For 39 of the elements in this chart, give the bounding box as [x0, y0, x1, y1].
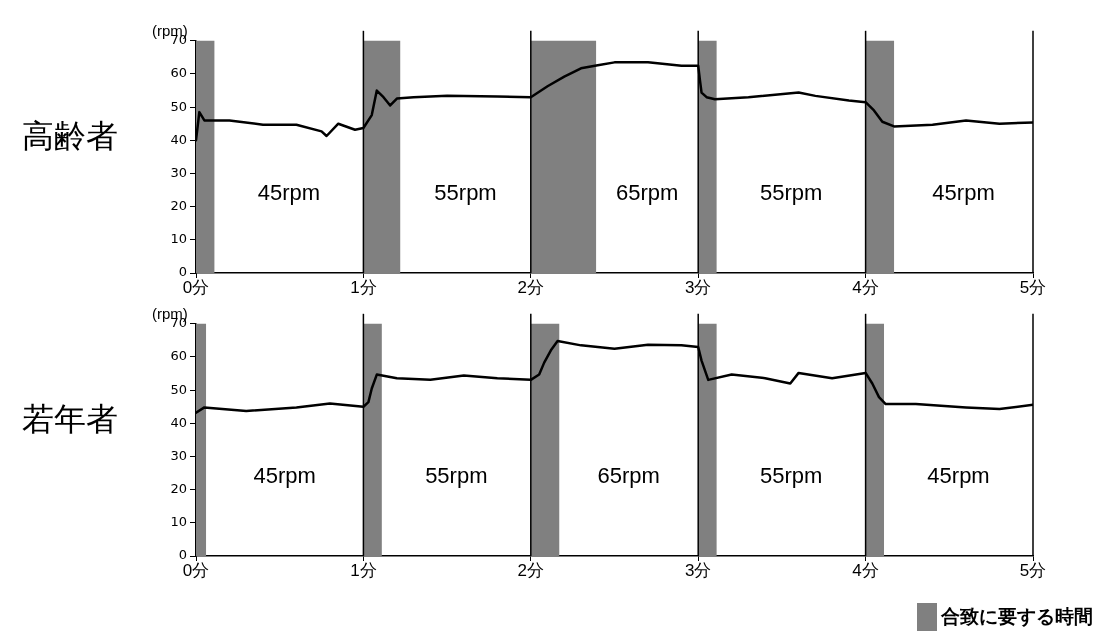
annotation: 55rpm — [759, 463, 823, 489]
y-tick-label: 10 — [170, 514, 187, 530]
y-tick-label: 0 — [178, 547, 187, 563]
x-tick-label: 3分 — [684, 560, 712, 580]
x-tick-label: 2分 — [517, 277, 545, 297]
annotation: 65rpm — [597, 463, 660, 489]
y-tick-label: 20 — [170, 198, 187, 214]
x-tick-label: 0分 — [182, 277, 210, 297]
y-tick-label: 50 — [170, 381, 187, 397]
y-tick-label: 40 — [170, 414, 187, 430]
annotation: 55rpm — [425, 463, 488, 489]
y-tick-label: 30 — [170, 164, 187, 180]
x-tick-label: 1分 — [350, 277, 377, 297]
y-tick-label: 50 — [170, 98, 187, 114]
x-tick-label: 4分 — [852, 560, 879, 580]
y-tick-label: 10 — [170, 231, 187, 247]
y-tick-label: 20 — [170, 481, 187, 497]
annotation: 55rpm — [434, 180, 497, 206]
text: 若年者 — [22, 400, 118, 439]
x-tick-label: 3分 — [684, 277, 712, 297]
text: 高齢者 — [22, 117, 118, 156]
annotation: 65rpm — [615, 180, 679, 206]
x-tick-label: 4分 — [852, 277, 879, 297]
x-tick-label: 1分 — [350, 560, 377, 580]
y-tick-label: 60 — [170, 65, 187, 81]
legend-label: 合致に要する時間 — [941, 605, 1093, 629]
x-tick-label: 2分 — [517, 560, 545, 580]
y-tick-label: 30 — [170, 447, 187, 463]
y-tick-label: 40 — [170, 131, 187, 147]
annotation: 55rpm — [759, 180, 823, 206]
x-tick-label: 5分 — [1019, 277, 1047, 297]
y-tick-label: 60 — [170, 348, 187, 364]
y-tick-label: 0 — [178, 264, 187, 280]
annotation: 45rpm — [253, 463, 316, 489]
x-tick-label: 0分 — [182, 560, 210, 580]
annotation: 45rpm — [932, 180, 995, 206]
x-tick-label: 5分 — [1019, 560, 1047, 580]
annotation: 45rpm — [927, 463, 990, 489]
annotation: 45rpm — [257, 180, 321, 206]
